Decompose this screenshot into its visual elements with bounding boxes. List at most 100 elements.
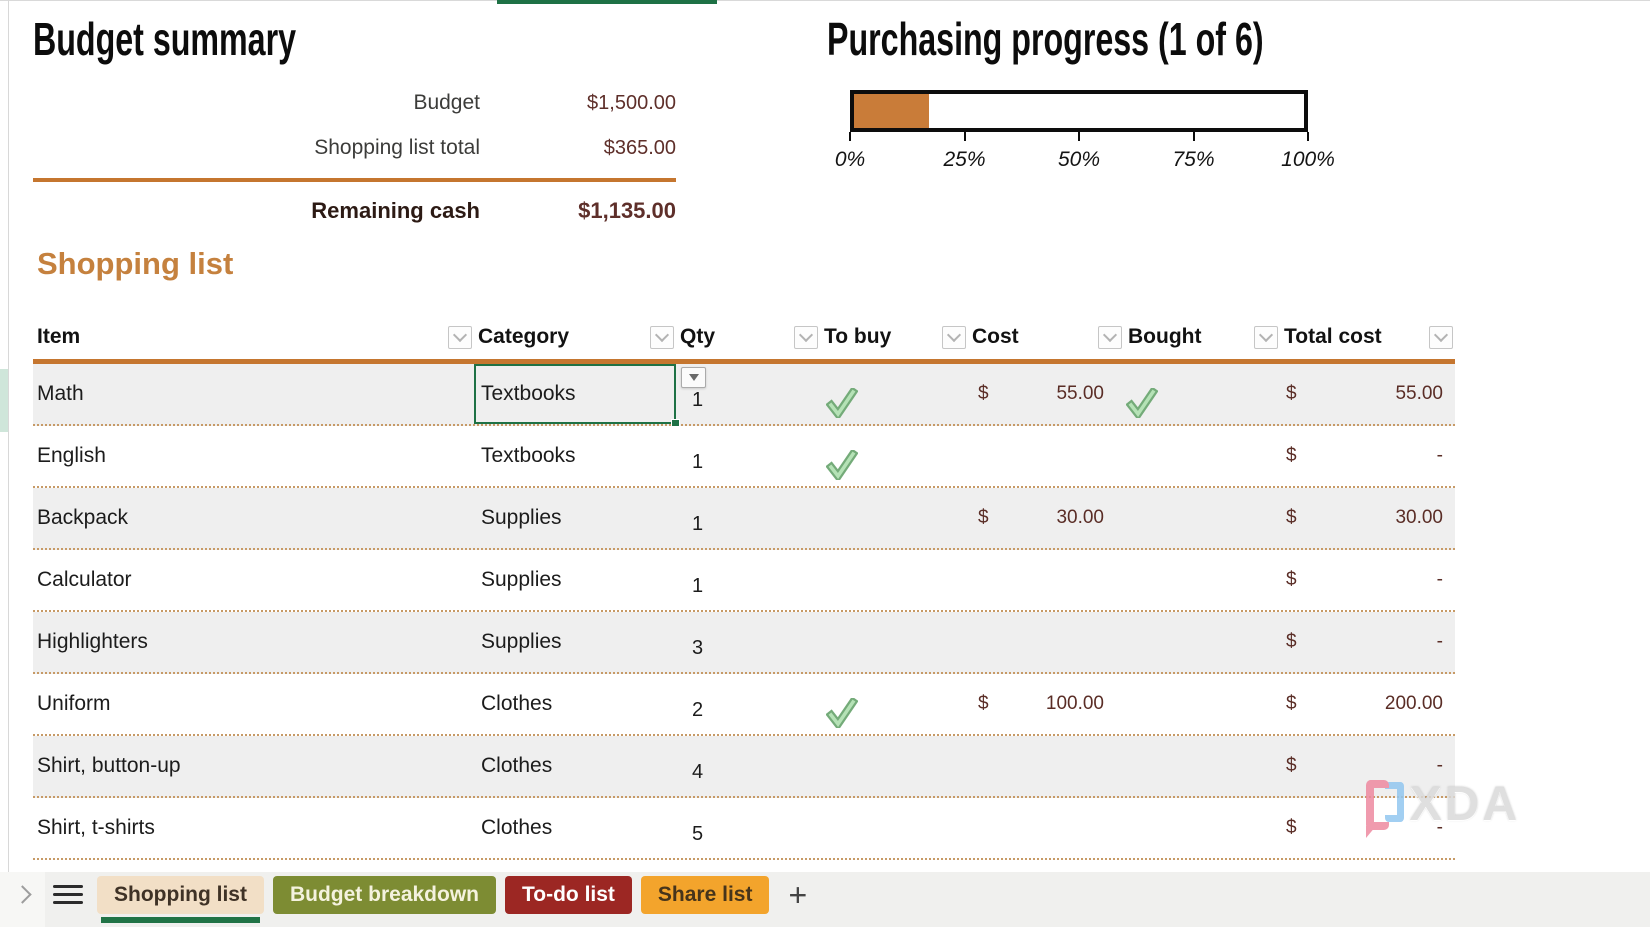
total-amount: 30.00 — [1395, 507, 1443, 528]
total-currency: $ — [1286, 631, 1297, 652]
qty-text: 4 — [692, 761, 704, 783]
header-item-label: Item — [37, 325, 81, 348]
qty-cell[interactable]: 1 — [676, 550, 820, 610]
sheet-tab-budget-breakdown[interactable]: Budget breakdown — [272, 875, 496, 914]
category-text: Textbooks — [481, 444, 576, 467]
category-cell[interactable]: Clothes — [474, 798, 676, 858]
category-cell[interactable]: Clothes — [474, 674, 676, 734]
filter-button-cost[interactable] — [1098, 325, 1122, 349]
item-cell[interactable]: Shirt, button-up — [33, 736, 474, 796]
cost-cell[interactable] — [968, 612, 1124, 672]
total-cost-cell[interactable]: $ - — [1280, 426, 1455, 486]
category-cell[interactable]: Supplies — [474, 550, 676, 610]
cost-cell[interactable] — [968, 426, 1124, 486]
total-cost-cell[interactable]: $ - — [1280, 612, 1455, 672]
bought-cell[interactable] — [1124, 736, 1280, 796]
bought-cell[interactable] — [1124, 426, 1280, 486]
bought-cell[interactable] — [1124, 550, 1280, 610]
to-buy-cell[interactable] — [820, 550, 968, 610]
item-text: English — [37, 444, 106, 467]
bought-cell[interactable] — [1124, 364, 1280, 424]
cost-cell[interactable] — [968, 550, 1124, 610]
to-buy-cell[interactable] — [820, 798, 968, 858]
bought-cell[interactable] — [1124, 488, 1280, 548]
category-cell[interactable]: Textbooks — [474, 426, 676, 486]
filter-button-bought[interactable] — [1254, 325, 1278, 349]
category-cell[interactable]: Clothes — [474, 736, 676, 796]
item-cell[interactable]: Highlighters — [33, 612, 474, 672]
cost-cell[interactable]: $ 55.00 — [968, 364, 1124, 424]
qty-cell[interactable]: 1 — [676, 426, 820, 486]
filter-button-total-cost[interactable] — [1429, 325, 1453, 349]
qty-cell[interactable]: 4 — [676, 736, 820, 796]
qty-cell[interactable]: 3 — [676, 612, 820, 672]
to-buy-cell[interactable] — [820, 488, 968, 548]
cost-currency: $ — [978, 693, 989, 714]
chevron-down-icon — [452, 327, 468, 343]
progress-axis-ticks — [849, 132, 1309, 142]
header-qty-label: Qty — [680, 325, 716, 348]
add-sheet-button[interactable]: + — [782, 879, 813, 911]
shopping-total-label: Shopping list total — [314, 136, 480, 159]
total-cost-cell[interactable]: $ 30.00 — [1280, 488, 1455, 548]
item-cell[interactable]: Shirt, t-shirts — [33, 798, 474, 858]
category-cell[interactable]: Textbooks — [474, 364, 680, 428]
item-text: Calculator — [37, 568, 132, 591]
header-cost: Cost — [968, 315, 1124, 359]
qty-cell[interactable]: 5 — [676, 798, 820, 858]
item-cell[interactable]: Calculator — [33, 550, 474, 610]
tab-scroll-button[interactable] — [0, 872, 45, 927]
item-cell[interactable]: Math — [33, 364, 474, 424]
total-currency: $ — [1286, 383, 1297, 404]
to-buy-cell[interactable] — [820, 736, 968, 796]
sheet-tab-to-do-list[interactable]: To-do list — [505, 875, 632, 914]
filter-button-qty[interactable] — [794, 325, 818, 349]
item-text: Shirt, t-shirts — [37, 816, 155, 839]
cell-dropdown-button[interactable] — [681, 367, 706, 388]
total-cost-cell[interactable]: $ - — [1280, 798, 1455, 858]
total-cost-cell[interactable]: $ 55.00 — [1280, 364, 1455, 424]
axis-label-75: 75% — [1172, 148, 1215, 171]
total-cost-cell[interactable]: $ - — [1280, 736, 1455, 796]
check-icon — [825, 448, 859, 485]
category-cell[interactable]: Supplies — [474, 612, 676, 672]
bought-cell[interactable] — [1124, 612, 1280, 672]
to-buy-cell[interactable] — [820, 612, 968, 672]
table-body: Math Textbooks 1 $ 55.00 $ 55.00 — [33, 364, 1455, 860]
bought-cell[interactable] — [1124, 674, 1280, 734]
item-cell[interactable]: Uniform — [33, 674, 474, 734]
cost-cell[interactable]: $ 100.00 — [968, 674, 1124, 734]
to-buy-cell[interactable] — [820, 674, 968, 734]
table-row: Shirt, button-up Clothes 4 $ - — [33, 736, 1455, 798]
item-cell[interactable]: English — [33, 426, 474, 486]
cost-cell[interactable]: $ 30.00 — [968, 488, 1124, 548]
sheet-tab-share-list[interactable]: Share list — [640, 875, 770, 914]
cost-cell[interactable] — [968, 736, 1124, 796]
filter-button-category[interactable] — [650, 325, 674, 349]
cost-amount: 55.00 — [1056, 383, 1104, 404]
table-row: Highlighters Supplies 3 $ - — [33, 612, 1455, 674]
cost-cell[interactable] — [968, 798, 1124, 858]
qty-text: 3 — [692, 637, 704, 659]
to-buy-cell[interactable] — [820, 426, 968, 486]
summary-divider — [33, 178, 676, 182]
filter-button-item[interactable] — [448, 325, 472, 349]
category-cell[interactable]: Supplies — [474, 488, 676, 548]
bought-cell[interactable] — [1124, 798, 1280, 858]
table-row: Uniform Clothes 2 $ 100.00 $ 200.00 — [33, 674, 1455, 736]
total-cost-cell[interactable]: $ 200.00 — [1280, 674, 1455, 734]
header-to-buy: To buy — [820, 315, 968, 359]
qty-cell[interactable]: 1 — [676, 364, 820, 424]
header-category: Category — [474, 315, 676, 359]
item-cell[interactable]: Backpack — [33, 488, 474, 548]
qty-cell[interactable]: 1 — [676, 488, 820, 548]
sheet-tab-bar: Shopping list Budget breakdown To-do lis… — [0, 872, 1650, 927]
qty-cell[interactable]: 2 — [676, 674, 820, 734]
to-buy-cell[interactable] — [820, 364, 968, 424]
total-cost-cell[interactable]: $ - — [1280, 550, 1455, 610]
qty-text: 1 — [692, 513, 704, 535]
sheet-tab-shopping-list[interactable]: Shopping list — [97, 875, 264, 923]
sheet-menu-button[interactable] — [53, 885, 83, 904]
filter-button-to-buy[interactable] — [942, 325, 966, 349]
